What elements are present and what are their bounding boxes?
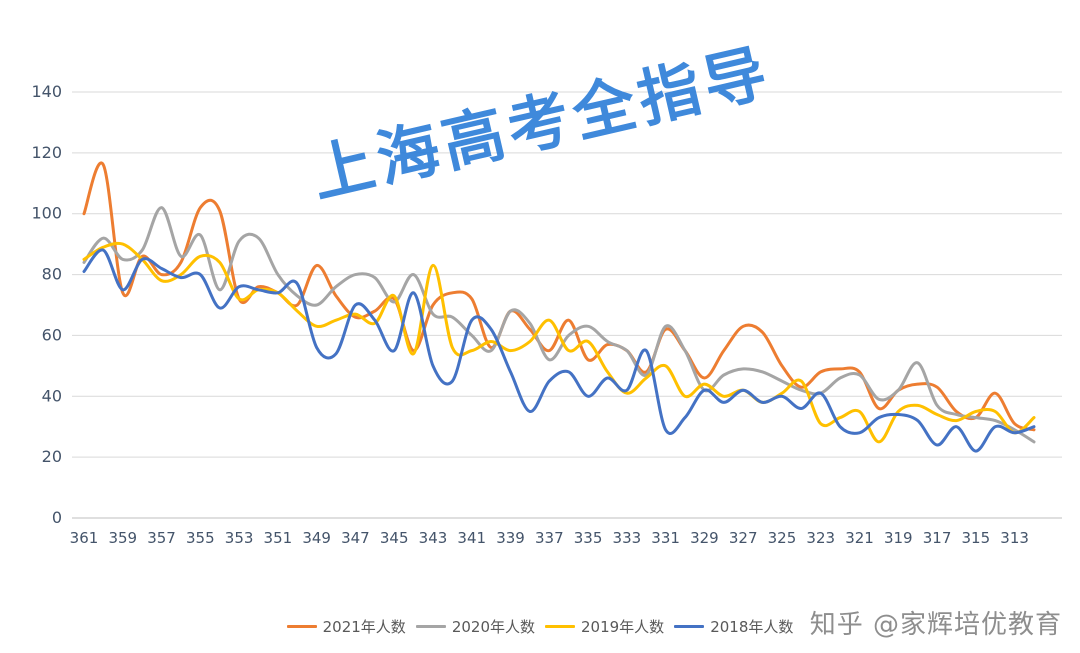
legend-item-2019: 2019年人数 <box>545 616 664 637</box>
x-axis-label: 353 <box>225 529 254 547</box>
x-axis-label: 313 <box>1000 529 1029 547</box>
x-axis-label: 329 <box>690 529 719 547</box>
legend-label-2021: 2021年人数 <box>322 618 406 636</box>
x-axis-label: 349 <box>302 529 331 547</box>
y-axis-label: 100 <box>31 204 62 223</box>
series-line-2021年人数 <box>82 161 1036 432</box>
x-axis-label: 317 <box>923 529 952 547</box>
y-axis-label: 40 <box>42 386 62 405</box>
x-axis-label: 359 <box>108 529 137 547</box>
x-axis-label: 315 <box>962 529 991 547</box>
y-axis-label: 60 <box>42 325 62 344</box>
x-axis-label: 325 <box>768 529 797 547</box>
x-axis-label: 321 <box>845 529 874 547</box>
legend-swatch-2020 <box>415 625 446 628</box>
x-axis-label: 361 <box>70 529 99 547</box>
y-axis-label: 0 <box>52 508 62 527</box>
credit-watermark: 知乎 @家辉培优教育 <box>809 610 1062 640</box>
x-axis-label: 331 <box>651 529 680 547</box>
legend-swatch-2021 <box>286 625 317 628</box>
legend-swatch-2018 <box>674 625 705 628</box>
legend-label-2020: 2020年人数 <box>451 618 535 636</box>
y-axis-label: 20 <box>42 447 62 466</box>
x-axis-label: 355 <box>186 529 215 547</box>
legend-item-2018: 2018年人数 <box>674 616 793 637</box>
legend-swatch-2019 <box>545 625 575 628</box>
x-axis-label: 347 <box>341 529 370 547</box>
x-axis-label: 345 <box>380 529 409 547</box>
series-line-2018年人数 <box>82 248 1036 453</box>
y-axis-label: 120 <box>31 143 62 162</box>
x-axis-label: 337 <box>535 529 564 547</box>
x-axis-label: 333 <box>613 529 642 547</box>
x-axis-label: 335 <box>574 529 603 547</box>
x-axis-label: 357 <box>147 529 176 547</box>
x-axis-label: 341 <box>457 529 486 547</box>
x-axis-label: 323 <box>806 529 835 547</box>
series-line-2020年人数 <box>82 206 1036 444</box>
x-axis-label: 327 <box>729 529 758 547</box>
series-line-2019年人数 <box>82 241 1036 444</box>
x-axis-label: 339 <box>496 529 525 547</box>
y-axis-label: 80 <box>42 265 62 284</box>
legend: 2021年人数 2020年人数 2019年人数 2018年人数 <box>0 616 1080 637</box>
legend-item-2021: 2021年人数 <box>286 616 406 637</box>
legend-item-2020: 2020年人数 <box>415 616 535 637</box>
y-axis-label: 140 <box>31 82 62 101</box>
x-axis-label: 351 <box>264 529 293 547</box>
legend-label-2018: 2018年人数 <box>710 618 794 636</box>
x-axis-label: 343 <box>419 529 448 547</box>
x-axis-label: 319 <box>884 529 913 547</box>
legend-label-2019: 2019年人数 <box>581 618 665 636</box>
